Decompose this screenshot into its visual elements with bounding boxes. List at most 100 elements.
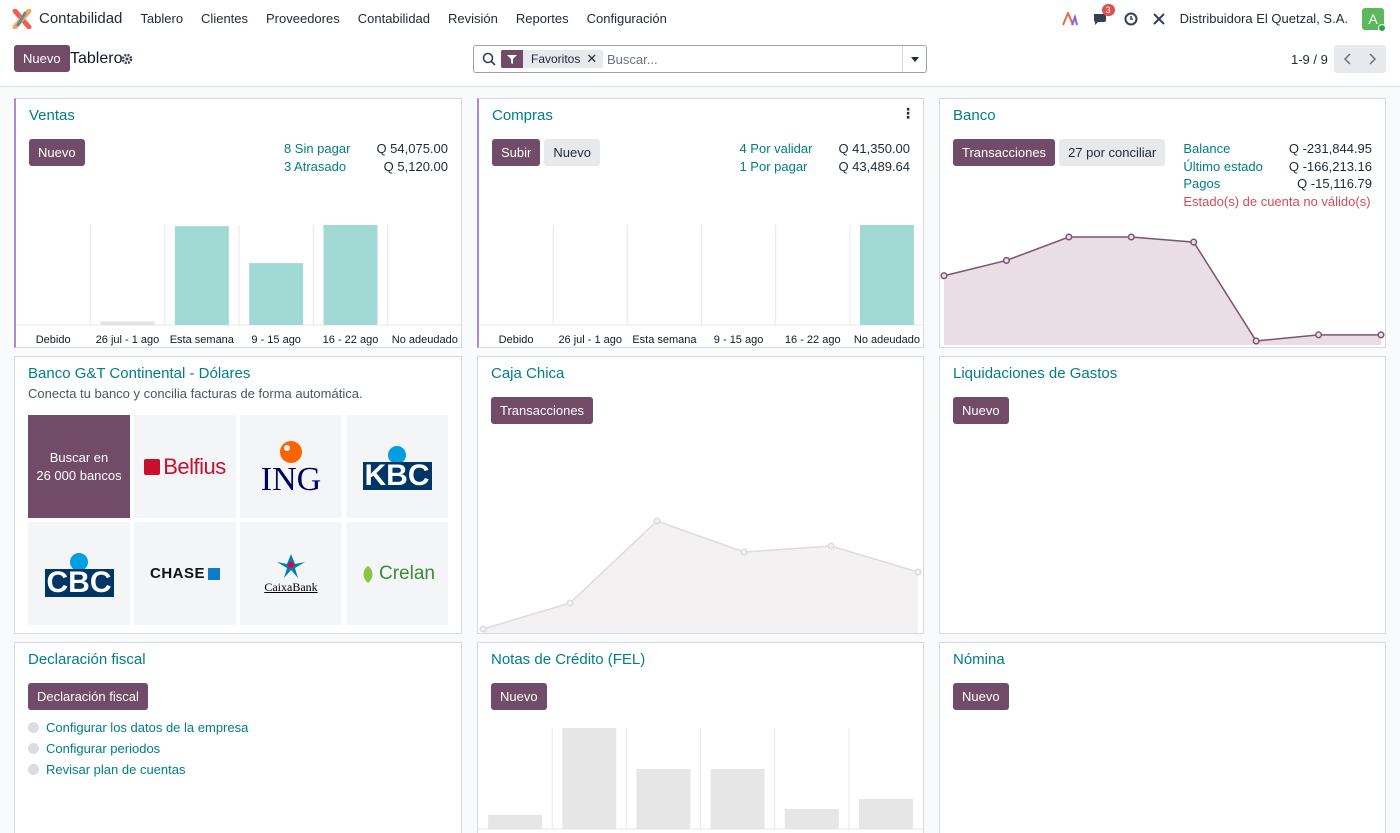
- button[interactable]: Nuevo: [29, 139, 85, 166]
- menu: Tablero Clientes Proveedores Contabilida…: [140, 11, 666, 26]
- stat-amount: Q 43,489.64: [838, 158, 910, 174]
- stats: 4 Por validar Q 41,350.00 1 Por pagar Q 43…: [739, 141, 910, 176]
- x-tick-label: 16 - 22 ago: [785, 334, 841, 346]
- card-compras: Compras ⋮ Subir Nuevo 4 Por validar Q 41,…: [477, 98, 924, 348]
- ai-icon[interactable]: [1061, 11, 1078, 26]
- warning[interactable]: Estado(s) de cuenta no válido(s): [1183, 193, 1371, 209]
- step[interactable]: Configurar los datos de la empresa: [28, 720, 248, 735]
- area: [944, 237, 1381, 345]
- bar: [174, 226, 229, 325]
- card-title[interactable]: Banco: [953, 107, 996, 124]
- chart: [478, 728, 923, 830]
- activity-icon[interactable]: [1124, 12, 1138, 26]
- pager-next[interactable]: [1360, 45, 1386, 73]
- button[interactable]: Nuevo: [491, 683, 547, 710]
- stat-amount: Q -166,213.16: [1288, 158, 1372, 174]
- button[interactable]: Subir: [492, 139, 541, 166]
- bar: [323, 225, 378, 325]
- stat-label[interactable]: Pagos: [1183, 176, 1221, 191]
- card-title[interactable]: Notas de Crédito (FEL): [491, 651, 646, 668]
- bank-tile[interactable]: Belfius: [134, 415, 236, 518]
- button[interactable]: Transacciones: [953, 139, 1056, 166]
- bank-tile[interactable]: CaixaBank: [240, 522, 342, 625]
- step[interactable]: Configurar periodos: [28, 741, 160, 756]
- bar: [859, 225, 914, 325]
- menu-item[interactable]: Tablero: [140, 11, 184, 26]
- bank-logo: CHASE: [149, 565, 205, 582]
- point: [940, 272, 948, 280]
- bar: [249, 263, 304, 325]
- bank-tile[interactable]: Crelan: [346, 522, 448, 625]
- stat-label[interactable]: 1 Por pagar: [739, 158, 808, 174]
- bar: [710, 769, 765, 829]
- bank-tile[interactable]: CHASE: [134, 522, 236, 625]
- button[interactable]: Nuevo: [953, 683, 1009, 710]
- menu-item[interactable]: Clientes: [201, 11, 249, 26]
- avatar-letter: A: [1368, 10, 1378, 27]
- x-tick-label: 9 - 15 ago: [251, 334, 301, 346]
- button[interactable]: 27 por conciliar: [1059, 139, 1166, 166]
- stat-amount: Q 41,350.00: [838, 141, 910, 156]
- menu-item[interactable]: Configuración: [586, 11, 667, 26]
- card-menu[interactable]: ⋮: [901, 105, 915, 121]
- facet-remove[interactable]: ✕: [586, 51, 598, 66]
- search-banks[interactable]: Buscar en 26 000 bancos: [28, 415, 130, 518]
- avatar[interactable]: A: [1362, 7, 1386, 32]
- bank-logo: KBC: [362, 458, 432, 492]
- menu-item[interactable]: Reportes: [515, 11, 569, 26]
- bank-tile[interactable]: CBC: [28, 522, 130, 625]
- stat-label[interactable]: 4 Por validar: [739, 141, 813, 156]
- point: [1127, 233, 1135, 241]
- step[interactable]: Revisar plan de cuentas: [28, 762, 185, 777]
- menu-item[interactable]: Proveedores: [266, 11, 340, 26]
- point: [1377, 331, 1385, 339]
- point: [1190, 238, 1198, 246]
- search-facet[interactable]: Favoritos ✕: [501, 50, 604, 68]
- tools-icon[interactable]: [1152, 12, 1166, 26]
- button[interactable]: Transacciones: [491, 397, 594, 424]
- x-tick-label: 26 jul - 1 ago: [96, 334, 160, 346]
- card-title[interactable]: Caja Chica: [491, 365, 565, 382]
- button[interactable]: Nuevo: [544, 139, 600, 166]
- button[interactable]: Declaración fiscal: [28, 683, 148, 710]
- card-title[interactable]: Declaración fiscal: [28, 651, 146, 668]
- point: [914, 568, 922, 576]
- company-name[interactable]: Distribuidora El Quetzal, S.A.: [1179, 11, 1348, 26]
- bank-tile[interactable]: KBC: [346, 415, 448, 518]
- x-tick-label: 26 jul - 1 ago: [558, 334, 622, 346]
- stat-label[interactable]: Balance: [1183, 141, 1231, 156]
- app-name[interactable]: Contabilidad: [39, 10, 123, 27]
- stats: 8 Sin pagar Q 54,075.00 3 Atrasado Q 5,120…: [284, 141, 448, 176]
- pager-prev[interactable]: [1334, 45, 1360, 73]
- button[interactable]: Nuevo: [953, 397, 1009, 424]
- point: [653, 517, 661, 525]
- message-badge: 3: [1101, 3, 1115, 16]
- stat-label[interactable]: 8 Sin pagar: [283, 141, 351, 156]
- card-subtitle: Conecta tu banco y concilia facturas de …: [28, 386, 363, 401]
- point: [740, 548, 748, 556]
- messages[interactable]: 3: [1092, 3, 1115, 27]
- new-button[interactable]: Nuevo: [14, 45, 70, 72]
- step-label: Revisar plan de cuentas: [46, 762, 186, 777]
- menu-item[interactable]: Contabilidad: [357, 11, 431, 26]
- point: [1252, 337, 1260, 345]
- gear-icon[interactable]: [121, 53, 133, 65]
- point: [1315, 331, 1323, 339]
- search-input[interactable]: Buscar...: [607, 52, 658, 67]
- card-title[interactable]: Nómina: [953, 651, 1005, 668]
- x-tick-label: No adeudado: [854, 334, 920, 346]
- stat-amount: Q 54,075.00: [376, 141, 448, 156]
- app-logo: [12, 8, 32, 29]
- stat-label[interactable]: 3 Atrasado: [283, 158, 347, 174]
- stat-label[interactable]: Último estado: [1183, 158, 1263, 174]
- bank-logo: CBC: [44, 565, 114, 599]
- bank-tile[interactable]: ING: [240, 415, 342, 518]
- card-title[interactable]: Ventas: [29, 107, 75, 124]
- menu-item[interactable]: Revisión: [448, 11, 498, 26]
- search-bar: Favoritos ✕ Buscar...: [473, 45, 927, 73]
- card-title[interactable]: Compras: [492, 107, 553, 124]
- search-toggle[interactable]: [902, 46, 926, 72]
- card-title[interactable]: Banco G&T Continental - Dólares: [28, 365, 251, 382]
- card-title[interactable]: Liquidaciones de Gastos: [953, 365, 1118, 382]
